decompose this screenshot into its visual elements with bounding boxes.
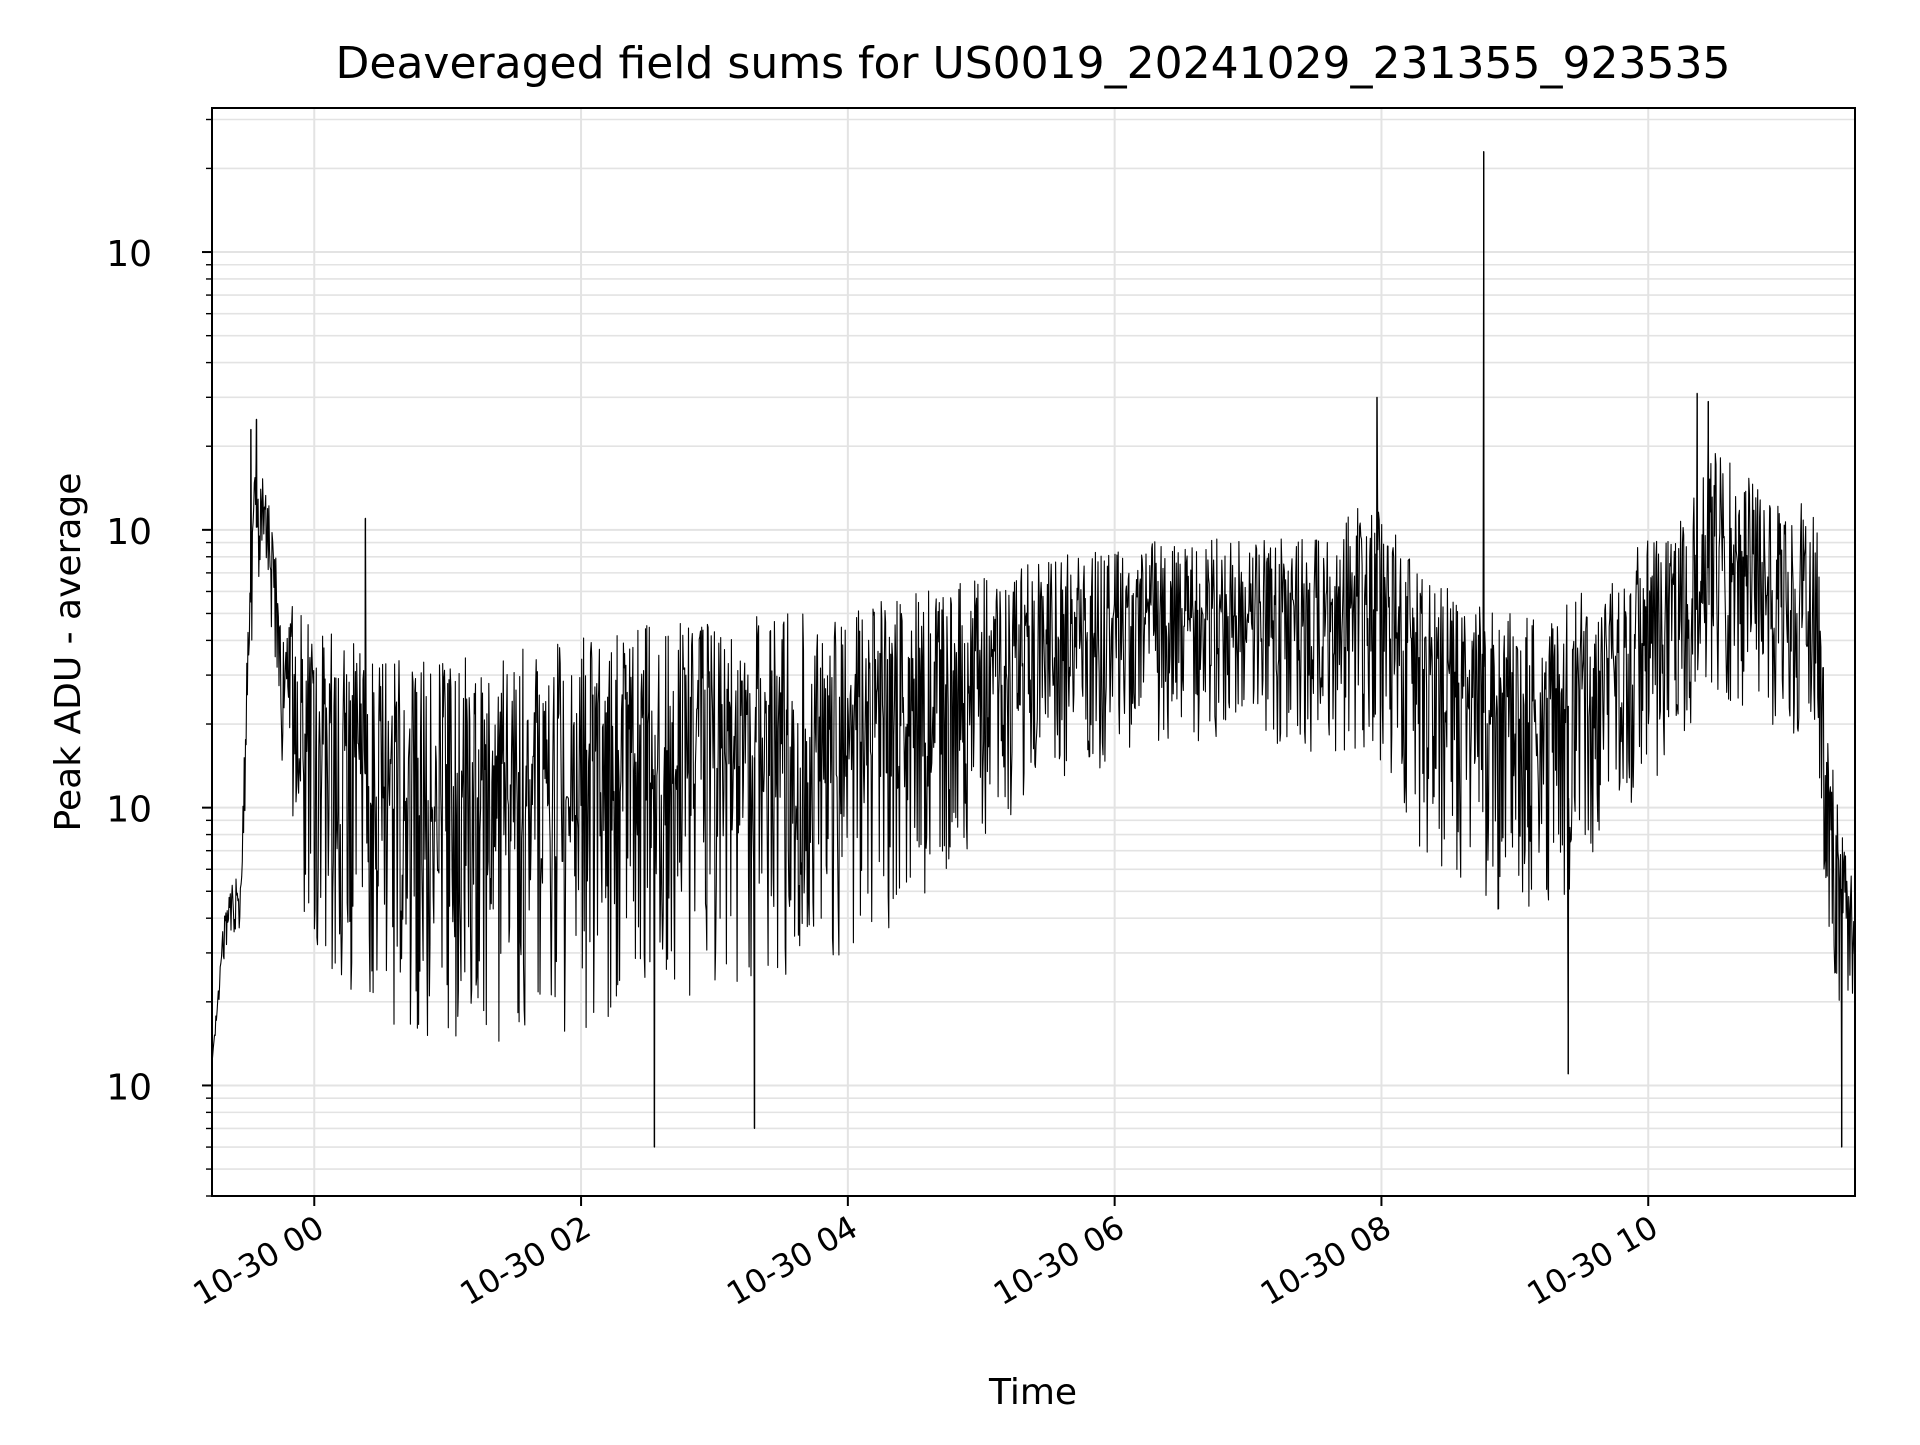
y-axis-label: Peak ADU - average bbox=[48, 473, 89, 832]
y-axis: 104105106107 bbox=[106, 118, 212, 1197]
series-line bbox=[211, 151, 1856, 1148]
y-tick-label: 10 bbox=[106, 512, 152, 553]
y-tick-label: 10 bbox=[106, 234, 152, 275]
x-axis-label: Time bbox=[988, 1372, 1077, 1413]
y-tick-label: 10 bbox=[106, 1067, 152, 1108]
chart-title: Deaveraged field sums for US0019_2024102… bbox=[336, 38, 1731, 89]
plot-frame bbox=[211, 107, 1856, 1197]
data-series bbox=[211, 151, 1856, 1148]
y-tick-label: 10 bbox=[106, 790, 152, 831]
